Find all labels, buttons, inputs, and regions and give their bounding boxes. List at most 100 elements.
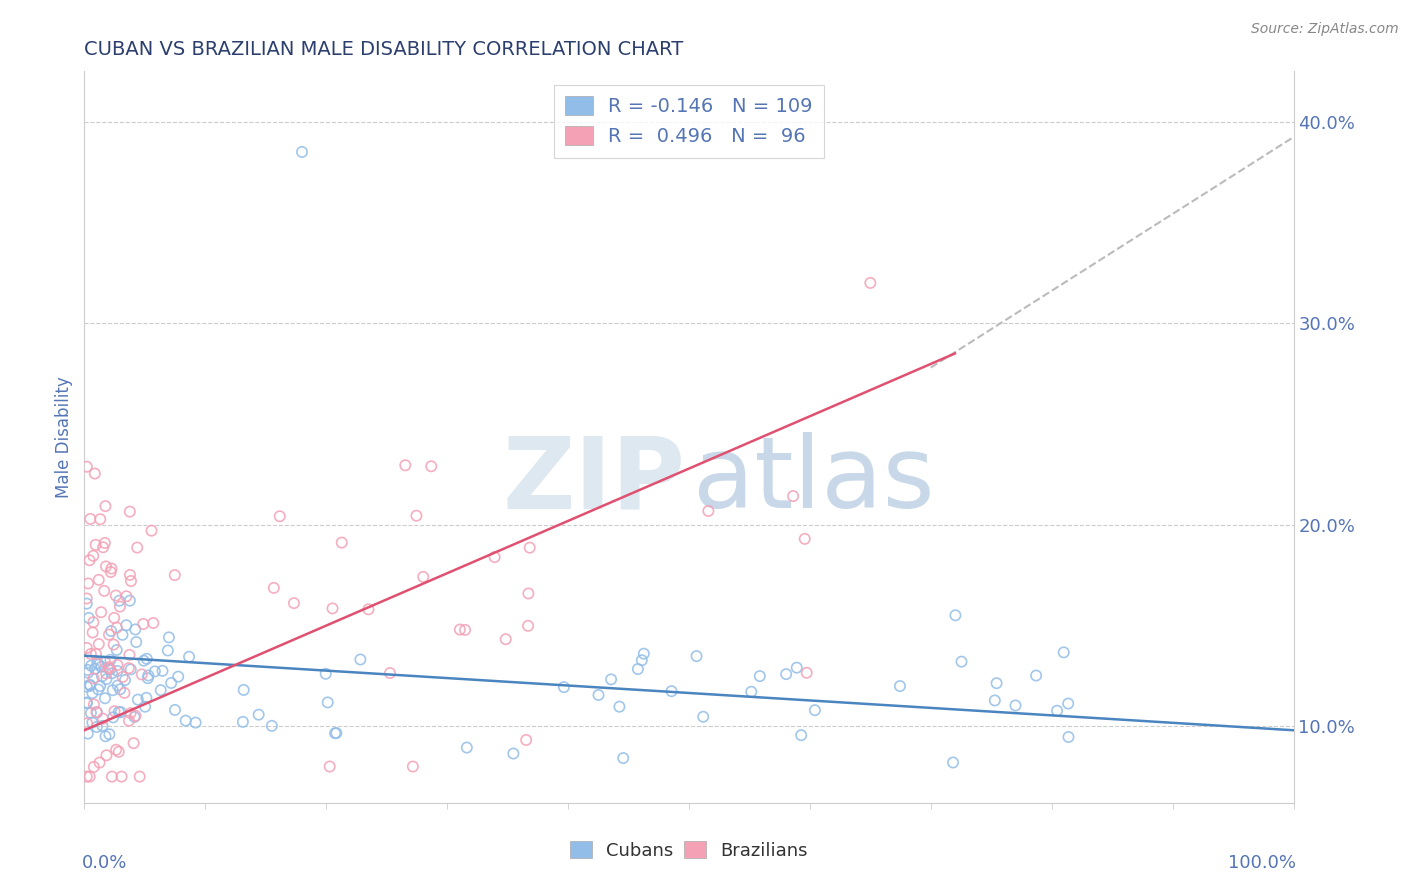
Point (94, 666, 117, 681)
Point (83, 672, 105, 686)
Point (156, 643, 179, 657)
Legend: Cubans, Brazilians: Cubans, Brazilians (562, 834, 815, 867)
Point (107, 679, 129, 693)
Point (1053, 645, 1076, 659)
Text: Source: ZipAtlas.com: Source: ZipAtlas.com (1251, 22, 1399, 37)
Point (83, 698, 105, 712)
Point (76, 597, 98, 611)
Point (101, 666, 124, 681)
Point (120, 706, 142, 720)
Point (84, 538, 107, 552)
Point (405, 508, 427, 523)
Point (76, 726, 98, 740)
Point (859, 276, 882, 290)
Point (138, 668, 160, 682)
Point (786, 660, 808, 674)
Point (94, 691, 117, 706)
Point (127, 692, 149, 706)
Point (519, 541, 541, 555)
Point (76, 591, 98, 606)
Point (115, 618, 138, 632)
Point (1046, 704, 1069, 718)
Point (124, 708, 146, 723)
Point (484, 549, 506, 564)
Point (98, 727, 121, 741)
Point (105, 643, 128, 657)
Point (108, 682, 131, 697)
Point (325, 726, 347, 740)
Point (87, 657, 110, 672)
Point (87, 682, 110, 697)
Point (1025, 668, 1047, 682)
Point (454, 623, 477, 637)
Point (120, 574, 142, 588)
Point (782, 489, 804, 503)
Point (101, 683, 124, 698)
Point (232, 682, 254, 697)
Point (76, 663, 98, 677)
Point (697, 504, 720, 518)
Point (627, 662, 650, 676)
Point (394, 458, 416, 473)
Point (82, 686, 104, 700)
Point (100, 624, 122, 638)
Point (1057, 730, 1080, 744)
Point (984, 693, 1007, 707)
Point (449, 623, 471, 637)
Point (316, 695, 339, 709)
Point (127, 541, 149, 555)
Point (89, 679, 111, 693)
Point (94, 559, 117, 574)
Point (661, 684, 683, 698)
Point (76, 696, 98, 710)
Point (91, 712, 114, 726)
Point (136, 671, 159, 685)
Point (115, 589, 138, 603)
Point (135, 690, 157, 705)
Point (87, 637, 110, 651)
Point (108, 599, 131, 614)
Point (775, 667, 797, 681)
Point (76, 680, 98, 694)
Y-axis label: Male Disability: Male Disability (55, 376, 73, 498)
Point (91, 719, 114, 733)
Point (318, 759, 340, 773)
Point (100, 561, 122, 575)
Point (142, 615, 165, 630)
Point (94, 729, 117, 743)
Point (90, 660, 112, 674)
Point (685, 649, 707, 664)
Point (174, 714, 197, 728)
Point (125, 635, 148, 649)
Point (269, 509, 291, 524)
Point (330, 535, 353, 549)
Point (86, 705, 108, 719)
Point (945, 608, 967, 623)
Point (80, 706, 103, 720)
Point (790, 728, 813, 742)
Point (101, 710, 124, 724)
Point (152, 664, 174, 678)
Point (143, 665, 166, 679)
Point (82, 615, 104, 630)
Point (80, 658, 103, 673)
Point (79, 679, 101, 693)
Point (76, 770, 98, 784)
Point (77, 665, 100, 680)
Point (76, 716, 98, 731)
Point (91, 669, 114, 683)
Point (87, 573, 110, 587)
Point (748, 669, 770, 683)
Point (110, 705, 132, 719)
Point (105, 743, 128, 757)
Point (553, 680, 575, 694)
Point (588, 688, 610, 702)
Point (283, 596, 305, 610)
Point (76, 640, 98, 655)
Point (103, 704, 125, 718)
Point (103, 611, 125, 625)
Point (112, 686, 135, 700)
Point (247, 707, 270, 722)
Point (100, 653, 122, 667)
Point (79, 678, 101, 692)
